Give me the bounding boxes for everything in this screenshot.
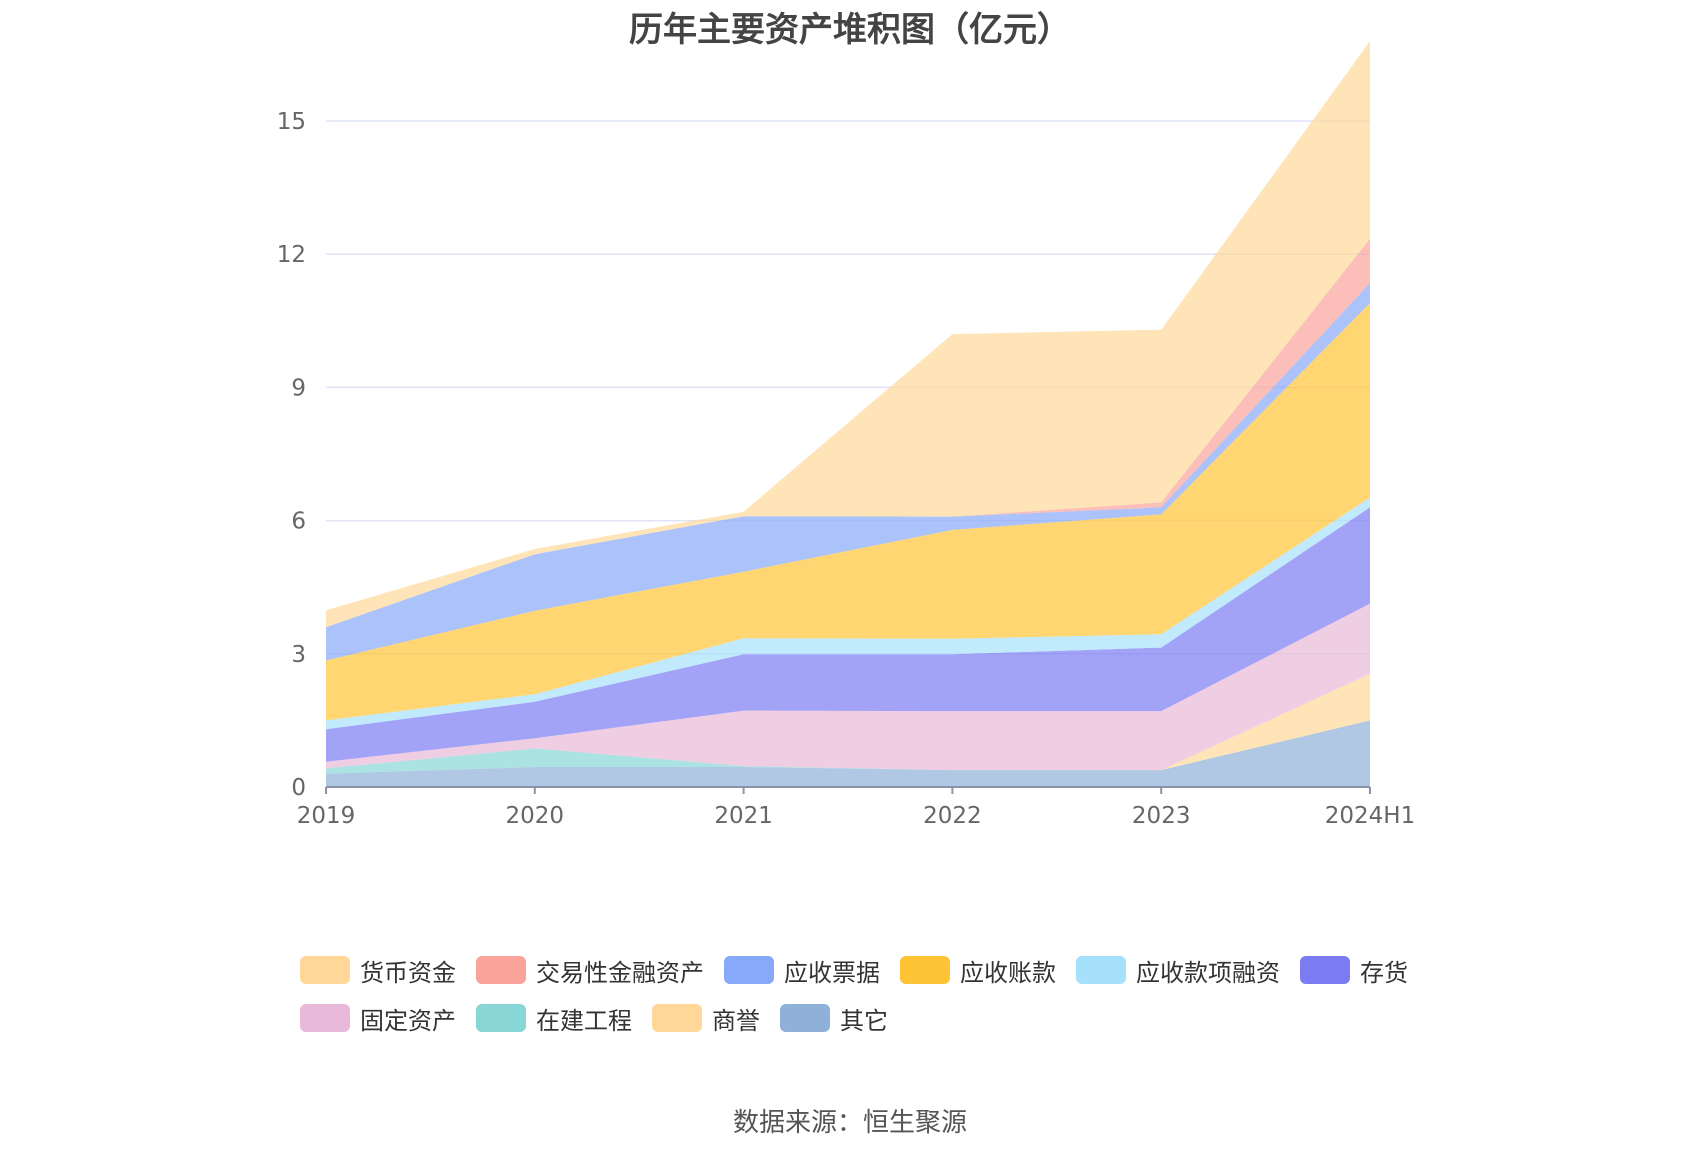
- legend-swatch: [780, 1004, 830, 1032]
- legend-label: 货币资金: [360, 958, 456, 987]
- area-series-9[interactable]: [326, 41, 1370, 628]
- legend-item-6[interactable]: 固定资产: [300, 1003, 456, 1035]
- area-series-7[interactable]: [326, 283, 1370, 661]
- legend-swatch: [300, 956, 350, 984]
- x-tick-label-1: 2020: [506, 803, 565, 829]
- stacked-area-chart: 0 3 6 9 12 15 2019 2020 2021 2022 2023 2024H1: [277, 41, 1416, 829]
- x-tick-label-4: 2023: [1132, 803, 1191, 829]
- y-tick-label-12: 12: [277, 242, 306, 268]
- x-tick-label-2: 2021: [714, 803, 773, 829]
- area-series-0[interactable]: [326, 720, 1370, 787]
- legend-label: 交易性金融资产: [536, 958, 704, 987]
- area-series-3[interactable]: [326, 603, 1370, 771]
- legend-item-7[interactable]: 在建工程: [476, 1003, 632, 1035]
- legend-swatch: [1076, 956, 1126, 984]
- legend-item-9[interactable]: 其它: [780, 1003, 888, 1035]
- legend-item-8[interactable]: 商誉: [652, 1003, 760, 1035]
- legend-item-0[interactable]: 货币资金: [300, 955, 456, 987]
- legend-label: 在建工程: [536, 1006, 632, 1035]
- legend-label: 其它: [840, 1006, 888, 1035]
- legend-label: 固定资产: [360, 1006, 456, 1035]
- legend-label: 存货: [1360, 958, 1408, 987]
- legend-label: 商誉: [712, 1006, 760, 1035]
- axis-layer: 0 3 6 9 12 15 2019 2020 2021 2022 2023 2024H1: [277, 109, 1416, 829]
- legend-label: 应收票据: [784, 958, 880, 987]
- data-source: 数据来源：恒生聚源: [732, 1108, 967, 1138]
- legend-swatch: [652, 1004, 702, 1032]
- legend-swatch: [1300, 956, 1350, 984]
- area-series-2[interactable]: [326, 673, 1370, 774]
- y-tick-label-6: 6: [291, 509, 306, 535]
- legend-item-5[interactable]: 存货: [1300, 955, 1408, 987]
- legend-swatch: [724, 956, 774, 984]
- area-layer: [326, 41, 1370, 787]
- legend: 货币资金 交易性金融资产 应收票据 应收账款 应收款项融资 存货固定资产 在建工程 商誉 其它: [300, 955, 1460, 1035]
- legend-swatch: [476, 1004, 526, 1032]
- legend-label: 应收账款: [960, 958, 1056, 987]
- area-series-6[interactable]: [326, 303, 1370, 721]
- x-tick-label-5: 2024H1: [1325, 803, 1415, 829]
- legend-item-3[interactable]: 应收账款: [900, 955, 1056, 987]
- y-tick-label-3: 3: [291, 642, 306, 668]
- legend-swatch: [900, 956, 950, 984]
- x-tick-label-0: 2019: [297, 803, 356, 829]
- y-tick-label-0: 0: [291, 775, 306, 801]
- legend-swatch: [300, 1004, 350, 1032]
- legend-item-1[interactable]: 交易性金融资产: [476, 955, 704, 987]
- legend-swatch: [476, 956, 526, 984]
- legend-item-2[interactable]: 应收票据: [724, 955, 880, 987]
- y-tick-label-9: 9: [291, 375, 306, 401]
- legend-item-4[interactable]: 应收款项融资: [1076, 955, 1280, 987]
- x-tick-label-3: 2022: [923, 803, 982, 829]
- legend-label: 应收款项融资: [1136, 958, 1280, 987]
- y-tick-label-15: 15: [277, 109, 306, 135]
- chart-title: 历年主要资产堆积图（亿元）: [629, 10, 1071, 50]
- area-series-4[interactable]: [326, 507, 1370, 762]
